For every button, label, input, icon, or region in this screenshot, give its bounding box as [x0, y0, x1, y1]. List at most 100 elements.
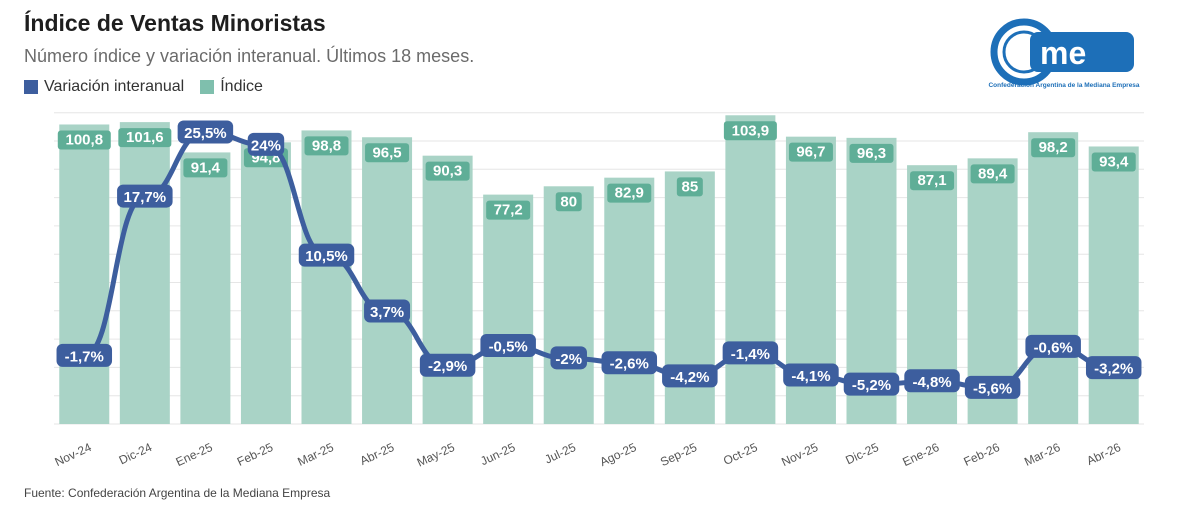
bar-indice [362, 137, 413, 424]
bar-value-label: 101,6 [126, 129, 164, 146]
bar-indice [59, 124, 110, 424]
line-label-bg [904, 369, 960, 393]
bar-label-bg [425, 161, 470, 181]
bar-value-label: 96,3 [857, 145, 886, 162]
bar-label-bg [970, 164, 1015, 184]
bar-value-label: 96,5 [372, 144, 401, 161]
line-value-label: 3,7% [370, 304, 404, 321]
legend-label-variacion: Variación interanual [44, 78, 185, 95]
line-label-bg [298, 243, 355, 267]
line-label-bg [662, 364, 718, 388]
bar-label-bg [1031, 138, 1076, 158]
bar-value-label: 100,8 [66, 131, 104, 148]
bar-indice [301, 130, 352, 424]
legend: Variación interanual Índice [24, 78, 279, 96]
x-tick-label: Feb-25 [235, 440, 276, 469]
bar-indice [483, 194, 534, 424]
line-value-label: -3,2% [1094, 361, 1133, 378]
x-tick-label: Nov-25 [779, 440, 820, 469]
bar-label-bg [304, 136, 349, 156]
line-label-bg [480, 334, 536, 357]
bar-indice [422, 155, 473, 424]
x-tick-label: Ago-25 [598, 440, 639, 469]
line-value-label: -1,7% [65, 348, 104, 365]
x-tick-label: Jul-25 [542, 440, 578, 467]
bar-label-bg [118, 128, 172, 148]
line-value-label: 10,5% [305, 248, 348, 265]
bar-value-label: 80 [560, 193, 577, 210]
bar-indice [119, 122, 170, 425]
came-logo: me Confederación Argentina de la Mediana… [980, 12, 1150, 102]
bar-label-bg [57, 130, 111, 150]
x-tick-label: Ene-26 [900, 440, 941, 469]
bar-value-label: 98,8 [312, 137, 341, 154]
bar-label-bg [183, 158, 228, 178]
line-label-bg [117, 184, 173, 208]
bar-label-bg [1091, 152, 1136, 172]
line-label-bg [364, 299, 411, 323]
legend-item-indice: Índice [200, 78, 263, 96]
line-value-label: -4,1% [791, 368, 830, 385]
line-value-label: -4,8% [912, 374, 951, 391]
x-tick-label: Jun-25 [478, 440, 517, 468]
bar-label-bg [676, 177, 703, 197]
line-label-bg [722, 341, 779, 365]
line-label-bg [247, 132, 285, 156]
bar-value-label: 89,4 [978, 165, 1008, 182]
legend-swatch-variacion [24, 80, 38, 94]
line-label-bg [177, 120, 234, 144]
line-value-label: -1,4% [731, 346, 770, 363]
bar-label-bg [723, 121, 777, 141]
bar-value-label: 85 [681, 178, 698, 195]
bar-label-bg [788, 142, 833, 162]
line-label-bg [783, 363, 839, 387]
bar-value-label: 93,4 [1099, 153, 1129, 170]
bar-indice [604, 177, 655, 424]
legend-swatch-indice [200, 80, 215, 94]
line-value-label: -0,6% [1034, 339, 1073, 356]
line-label-bg [964, 375, 1021, 399]
line-value-label: -5,6% [973, 380, 1012, 397]
series-line-variacion [83, 130, 1114, 391]
bar-value-label: 87,1 [917, 172, 946, 189]
bar-value-label: 91,4 [191, 159, 221, 176]
bar-label-bg [607, 183, 652, 203]
line-value-label: -2,6% [610, 356, 649, 373]
x-tick-label: Dic-25 [843, 440, 881, 467]
line-value-label: -5,2% [852, 377, 891, 394]
bar-label-bg [486, 200, 531, 220]
bar-indice [1088, 146, 1139, 424]
bar-value-label: 90,3 [433, 163, 462, 180]
x-tick-label: Abr-26 [1084, 440, 1123, 468]
x-tick-label: Oct-25 [721, 440, 760, 468]
source-note: Fuente: Confederación Argentina de la Me… [24, 486, 331, 500]
line-value-label: -2% [555, 351, 582, 368]
bar-label-bg [910, 171, 955, 191]
x-tick-label: Ene-25 [174, 440, 215, 469]
line-value-label: 17,7% [124, 189, 167, 206]
x-tick-label: Mar-26 [1022, 440, 1063, 469]
x-tick-label: Sep-25 [658, 440, 699, 469]
bar-label-bg [555, 192, 582, 212]
bar-indice [1028, 132, 1079, 424]
logo-caption: Confederación Argentina de la Mediana Em… [988, 82, 1140, 89]
line-label-bg [56, 343, 113, 367]
legend-label-indice: Índice [220, 78, 263, 95]
bar-value-label: 82,9 [615, 185, 644, 202]
bar-value-label: 103,9 [732, 122, 770, 139]
line-label-bg [601, 351, 658, 375]
chart-subtitle: Número índice y variación interanual. Úl… [24, 46, 475, 66]
legend-item-variacion: Variación interanual [24, 78, 184, 96]
x-tick-label: May-25 [415, 440, 457, 470]
line-label-bg [843, 372, 900, 396]
bar-value-label: 96,7 [796, 144, 825, 161]
line-value-label: -2,9% [428, 358, 467, 375]
bar-label-bg [849, 143, 894, 163]
came-logo-icon: me [990, 18, 1134, 86]
bar-value-label: 98,2 [1039, 139, 1068, 156]
bar-indice [180, 152, 231, 424]
line-label-bg [419, 353, 476, 377]
line-label-bg [550, 346, 587, 370]
bar-indice [240, 142, 291, 424]
